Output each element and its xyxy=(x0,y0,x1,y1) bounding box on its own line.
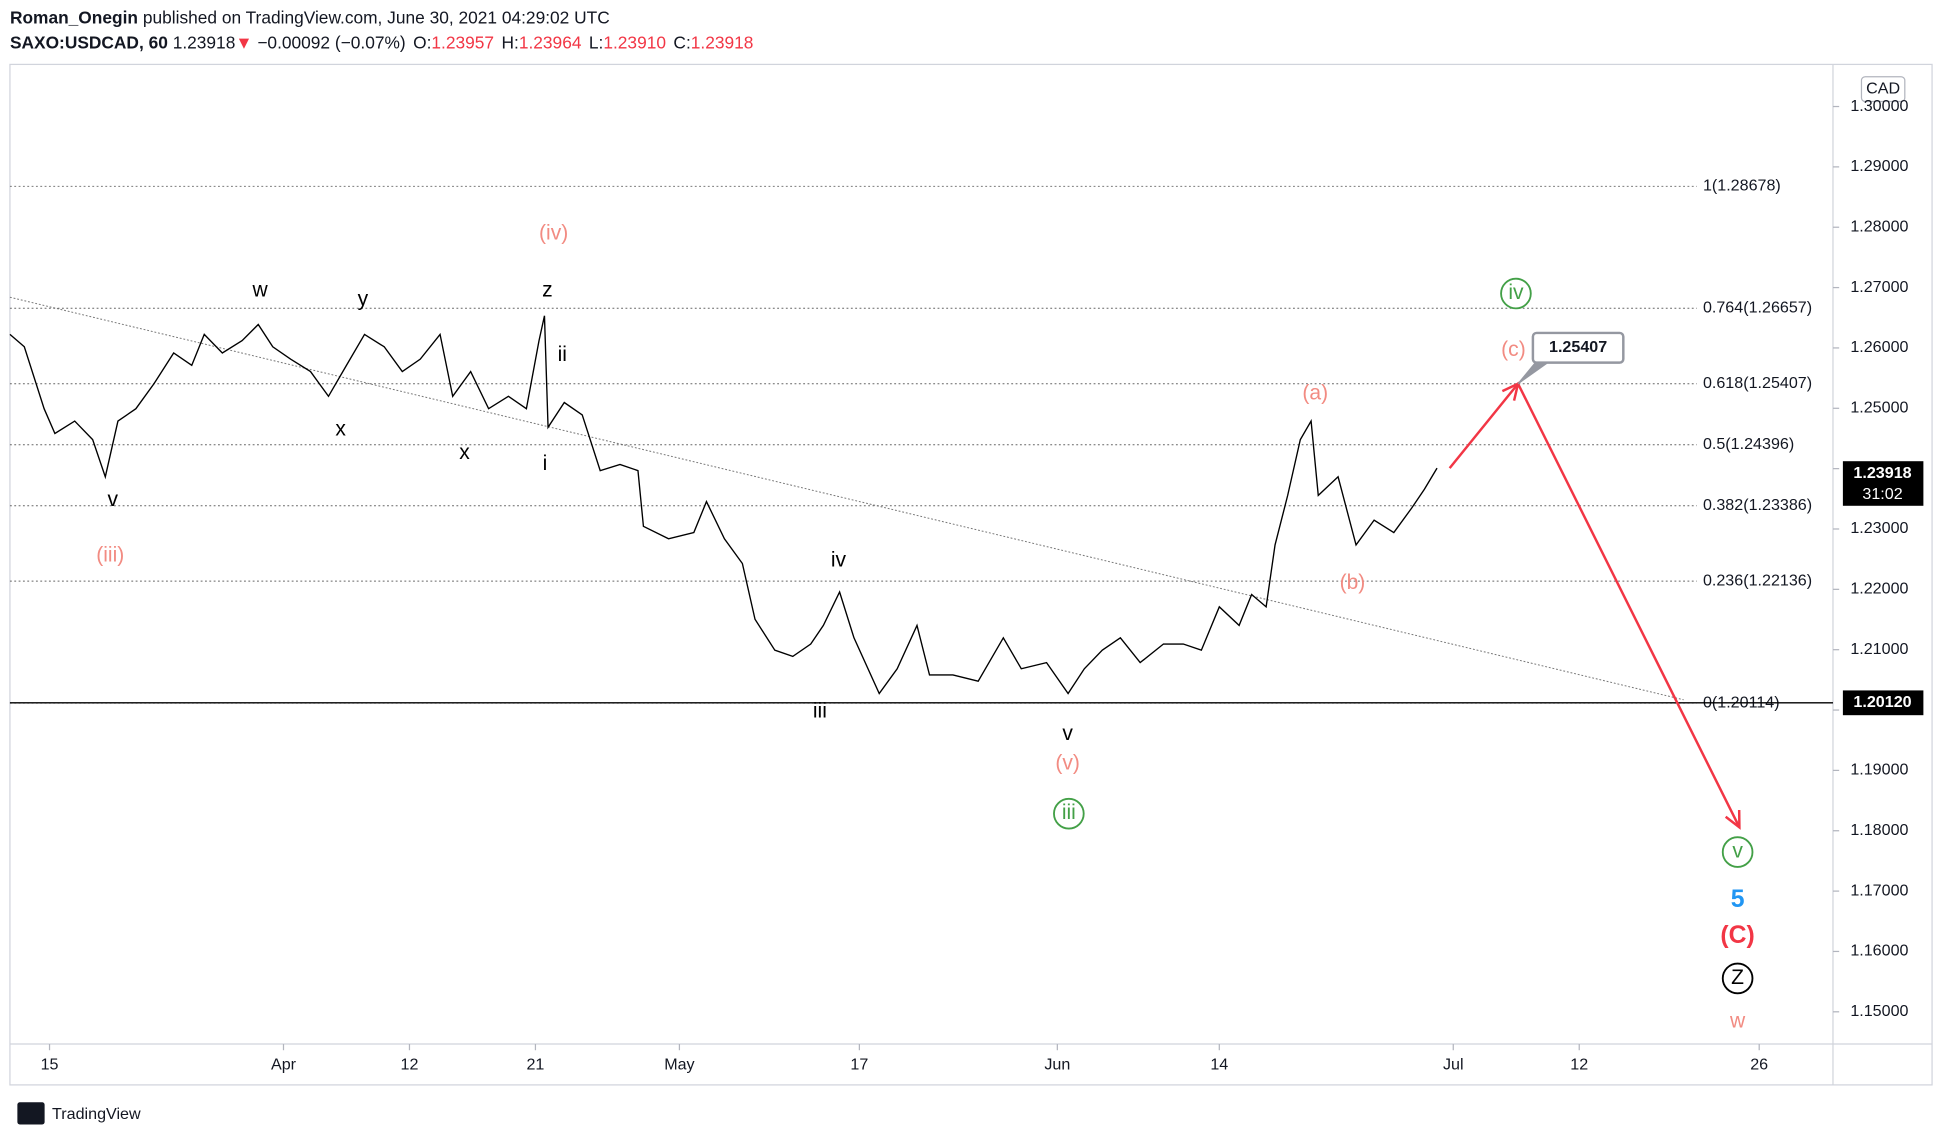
fib-label: 1(1.28678) xyxy=(1703,177,1781,195)
y-tick-label: 1.19000 xyxy=(1850,761,1908,779)
currency: CAD xyxy=(1866,79,1900,97)
wave-label: v xyxy=(1732,840,1743,863)
wave-label: x xyxy=(459,441,470,464)
wave-label: (b) xyxy=(1340,571,1366,594)
x-tick-label: 12 xyxy=(1570,1055,1588,1073)
y-tick-label: 1.25000 xyxy=(1850,399,1908,417)
y-tick-label: 1.30000 xyxy=(1850,97,1908,115)
brand: TradingView xyxy=(52,1105,141,1123)
y-tick-label: 1.26000 xyxy=(1850,338,1908,356)
ohlc-value: 1.23964 xyxy=(519,32,582,52)
frame xyxy=(9,63,1933,1086)
logo xyxy=(17,1102,45,1125)
wave-label: (a) xyxy=(1302,381,1328,404)
wave-label: iii xyxy=(813,700,827,723)
x-tick-label: 26 xyxy=(1750,1055,1768,1073)
x-tick-label: 21 xyxy=(526,1055,544,1073)
ohlc-label: H: xyxy=(501,32,518,52)
wave-label: w xyxy=(1729,1009,1746,1032)
fib-label: 0.5(1.24396) xyxy=(1703,435,1794,453)
price-line xyxy=(9,315,1438,695)
ohlc-label: L: xyxy=(589,32,603,52)
trendline xyxy=(9,296,1684,701)
wave-circle xyxy=(1721,962,1754,995)
wave-label: w xyxy=(252,279,269,302)
projection xyxy=(1448,381,1741,828)
wave-label: iv xyxy=(1508,281,1524,304)
x-tick-label: 12 xyxy=(401,1055,419,1073)
wave-label: x xyxy=(335,417,346,440)
price: 1.23918 xyxy=(173,32,236,52)
wave-label: (C) xyxy=(1720,922,1754,949)
wave-label: y xyxy=(358,287,369,310)
published: published on TradingView.com, June 30, 2… xyxy=(143,7,610,27)
x-tick-label: Jun xyxy=(1044,1055,1070,1073)
ohlc-value: 1.23918 xyxy=(691,32,754,52)
change: −0.00092 (−0.07%) xyxy=(257,32,405,52)
ohlc-value: 1.23910 xyxy=(603,32,666,52)
x-tick-label: Apr xyxy=(271,1055,297,1073)
wave-label: Z xyxy=(1731,966,1744,989)
callout-pointer xyxy=(1517,362,1550,385)
wave-label: iii xyxy=(1062,801,1076,824)
symbol: SAXO:USDCAD, 60 xyxy=(10,32,168,52)
wave-label: (c) xyxy=(1501,338,1526,361)
wave-label: (iv) xyxy=(539,222,568,245)
x-tick-label: 15 xyxy=(41,1055,59,1073)
wave-label: i xyxy=(543,452,548,475)
fib-label: 0.382(1.23386) xyxy=(1703,496,1812,514)
x-tick-label: Jul xyxy=(1443,1055,1464,1073)
wave-label: v xyxy=(107,488,118,511)
wave-label: (v) xyxy=(1055,752,1080,775)
header-line1: Roman_Onegin published on TradingView.co… xyxy=(10,7,610,27)
y-tick-label: 1.17000 xyxy=(1850,881,1908,899)
wave-circle xyxy=(1500,277,1532,310)
y-tick-label: 1.22000 xyxy=(1850,580,1908,598)
ohlc-label: O: xyxy=(413,32,431,52)
y-tick-label: 1.21000 xyxy=(1850,640,1908,658)
header-line2: SAXO:USDCAD, 60 1.23918▼ −0.00092 (−0.07… xyxy=(10,32,753,52)
arrow: ▼ xyxy=(235,32,252,52)
x-tick-label: May xyxy=(664,1055,695,1073)
ohlc-label: C: xyxy=(673,32,690,52)
last-price-box xyxy=(1842,461,1924,506)
currency-box xyxy=(1860,76,1906,103)
arrow-head xyxy=(1724,809,1741,830)
x-tick-label: 17 xyxy=(850,1055,868,1073)
y-tick-label: 1.29000 xyxy=(1850,157,1908,175)
y-tick-label: 1.16000 xyxy=(1850,942,1908,960)
callout-label: 1.25407 xyxy=(1549,338,1607,356)
countdown: 31:02 xyxy=(1862,485,1902,503)
last-price: 1.23918 xyxy=(1853,464,1911,482)
author: Roman_Onegin xyxy=(10,7,138,27)
x-tick-label: 14 xyxy=(1210,1055,1228,1073)
wave-label: 5 xyxy=(1731,886,1745,913)
wave-label: iv xyxy=(831,549,847,572)
wave-label: v xyxy=(1062,722,1073,745)
hline-label: 1.20120 xyxy=(1853,693,1911,711)
hline-box xyxy=(1842,690,1924,716)
wave-circle xyxy=(1053,797,1085,830)
callout-box xyxy=(1531,331,1625,364)
wave-label: z xyxy=(542,279,553,302)
wave-label: (iii) xyxy=(96,544,124,567)
y-tick-label: 1.28000 xyxy=(1850,217,1908,235)
fib-label: 0.618(1.25407) xyxy=(1703,374,1812,392)
fib-label: 0.764(1.26657) xyxy=(1703,299,1812,317)
fib-label: 0.236(1.22136) xyxy=(1703,571,1812,589)
wave-label: ii xyxy=(558,343,567,366)
ohlc-value: 1.23957 xyxy=(431,32,494,52)
y-tick-label: 1.18000 xyxy=(1850,821,1908,839)
y-tick-label: 1.27000 xyxy=(1850,278,1908,296)
wave-circle xyxy=(1721,836,1754,868)
y-tick-label: 1.15000 xyxy=(1850,1002,1908,1020)
y-tick-label: 1.23000 xyxy=(1850,519,1908,537)
